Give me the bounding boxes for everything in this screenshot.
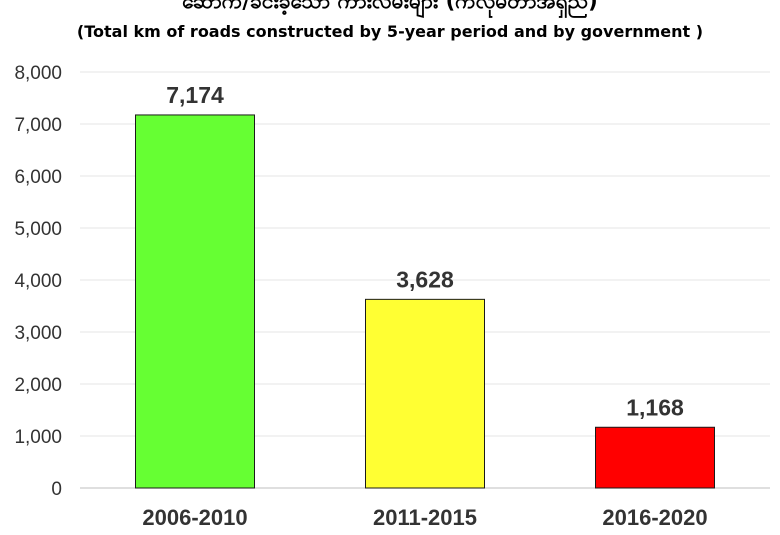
y-tick-label: 3,000 bbox=[14, 323, 62, 344]
y-tick-label: 8,000 bbox=[14, 63, 62, 84]
data-label: 7,174 bbox=[166, 82, 224, 108]
chart-subtitle: (Total km of roads constructed by 5-year… bbox=[76, 22, 704, 41]
bar-2011-2015 bbox=[365, 298, 485, 489]
x-tick-label: 2011-2015 bbox=[373, 505, 477, 530]
y-tick-label: 4,000 bbox=[14, 271, 62, 292]
x-tick-label: 2016-2020 bbox=[602, 505, 707, 530]
y-tick-label: 5,000 bbox=[14, 219, 62, 240]
y-tick-label: 2,000 bbox=[14, 375, 62, 396]
x-tick-label: 2006-2010 bbox=[142, 505, 247, 530]
bar-2006-2010 bbox=[135, 114, 255, 489]
data-label: 1,168 bbox=[626, 394, 684, 420]
data-labels: 7,174 3,628 1,168 bbox=[166, 82, 684, 420]
x-axis: 2006-2010 2011-2015 2016-2020 bbox=[142, 505, 707, 530]
y-tick-label: 6,000 bbox=[14, 167, 62, 188]
y-tick-label: 7,000 bbox=[14, 115, 62, 136]
y-tick-label: 0 bbox=[51, 479, 62, 500]
chart-title: ဆောက်/ခင်းခဲ့သော ကားလမ်းများ (ကီလိုမီတာအ… bbox=[182, 0, 598, 13]
data-label: 3,628 bbox=[396, 266, 454, 292]
bars bbox=[135, 114, 715, 489]
bar-2016-2020 bbox=[595, 426, 715, 489]
y-tick-label: 1,000 bbox=[14, 427, 62, 448]
y-axis: 0 1,000 2,000 3,000 4,000 5,000 6,000 7,000 8,00… bbox=[14, 63, 62, 500]
